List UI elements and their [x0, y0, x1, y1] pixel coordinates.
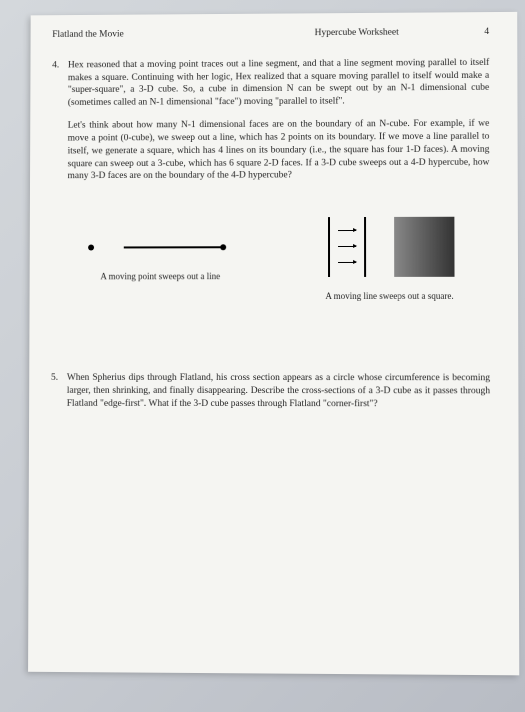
figure-caption-1: A moving point sweeps out a line: [100, 270, 220, 282]
arrow-icon: [338, 262, 356, 263]
page-number: 4: [459, 26, 489, 39]
arrow-icon: [338, 246, 356, 247]
vertical-line-icon: [328, 217, 330, 277]
question-body: When Spherius dips through Flatland, his…: [67, 372, 490, 421]
figure-point-to-line: A moving point sweeps out a line: [86, 232, 235, 282]
vertical-line-icon: [364, 217, 366, 277]
question-number: 4.: [52, 59, 68, 193]
line-segment-icon: [124, 246, 223, 248]
header-title: Hypercube Worksheet: [255, 26, 459, 40]
question-4: 4. Hex reasoned that a moving point trac…: [52, 57, 490, 194]
q4-paragraph-2: Let's think about how many N-1 dimension…: [68, 118, 490, 183]
line-sweep-diagram: [86, 232, 235, 262]
figure-line-to-square: A moving line sweeps out a square.: [324, 212, 455, 302]
q4-paragraph-1: Hex reasoned that a moving point traces …: [68, 57, 490, 110]
figure-caption-2: A moving line sweeps out a square.: [325, 290, 453, 302]
question-5: 5. When Spherius dips through Flatland, …: [51, 372, 490, 421]
start-dot-icon: [88, 245, 94, 251]
arrow-icon: [338, 230, 356, 231]
question-number: 5.: [51, 372, 67, 420]
q5-paragraph-1: When Spherius dips through Flatland, his…: [67, 372, 490, 411]
end-dot-icon: [220, 244, 226, 250]
page-header: Flatland the Movie Hypercube Worksheet 4: [52, 26, 489, 42]
header-left: Flatland the Movie: [52, 28, 254, 42]
filled-square-icon: [394, 217, 454, 277]
figures-row: A moving point sweeps out a line A movin…: [61, 212, 480, 303]
worksheet-page: Flatland the Movie Hypercube Worksheet 4…: [28, 12, 519, 675]
square-sweep-diagram: [324, 212, 455, 282]
question-body: Hex reasoned that a moving point traces …: [68, 57, 490, 193]
